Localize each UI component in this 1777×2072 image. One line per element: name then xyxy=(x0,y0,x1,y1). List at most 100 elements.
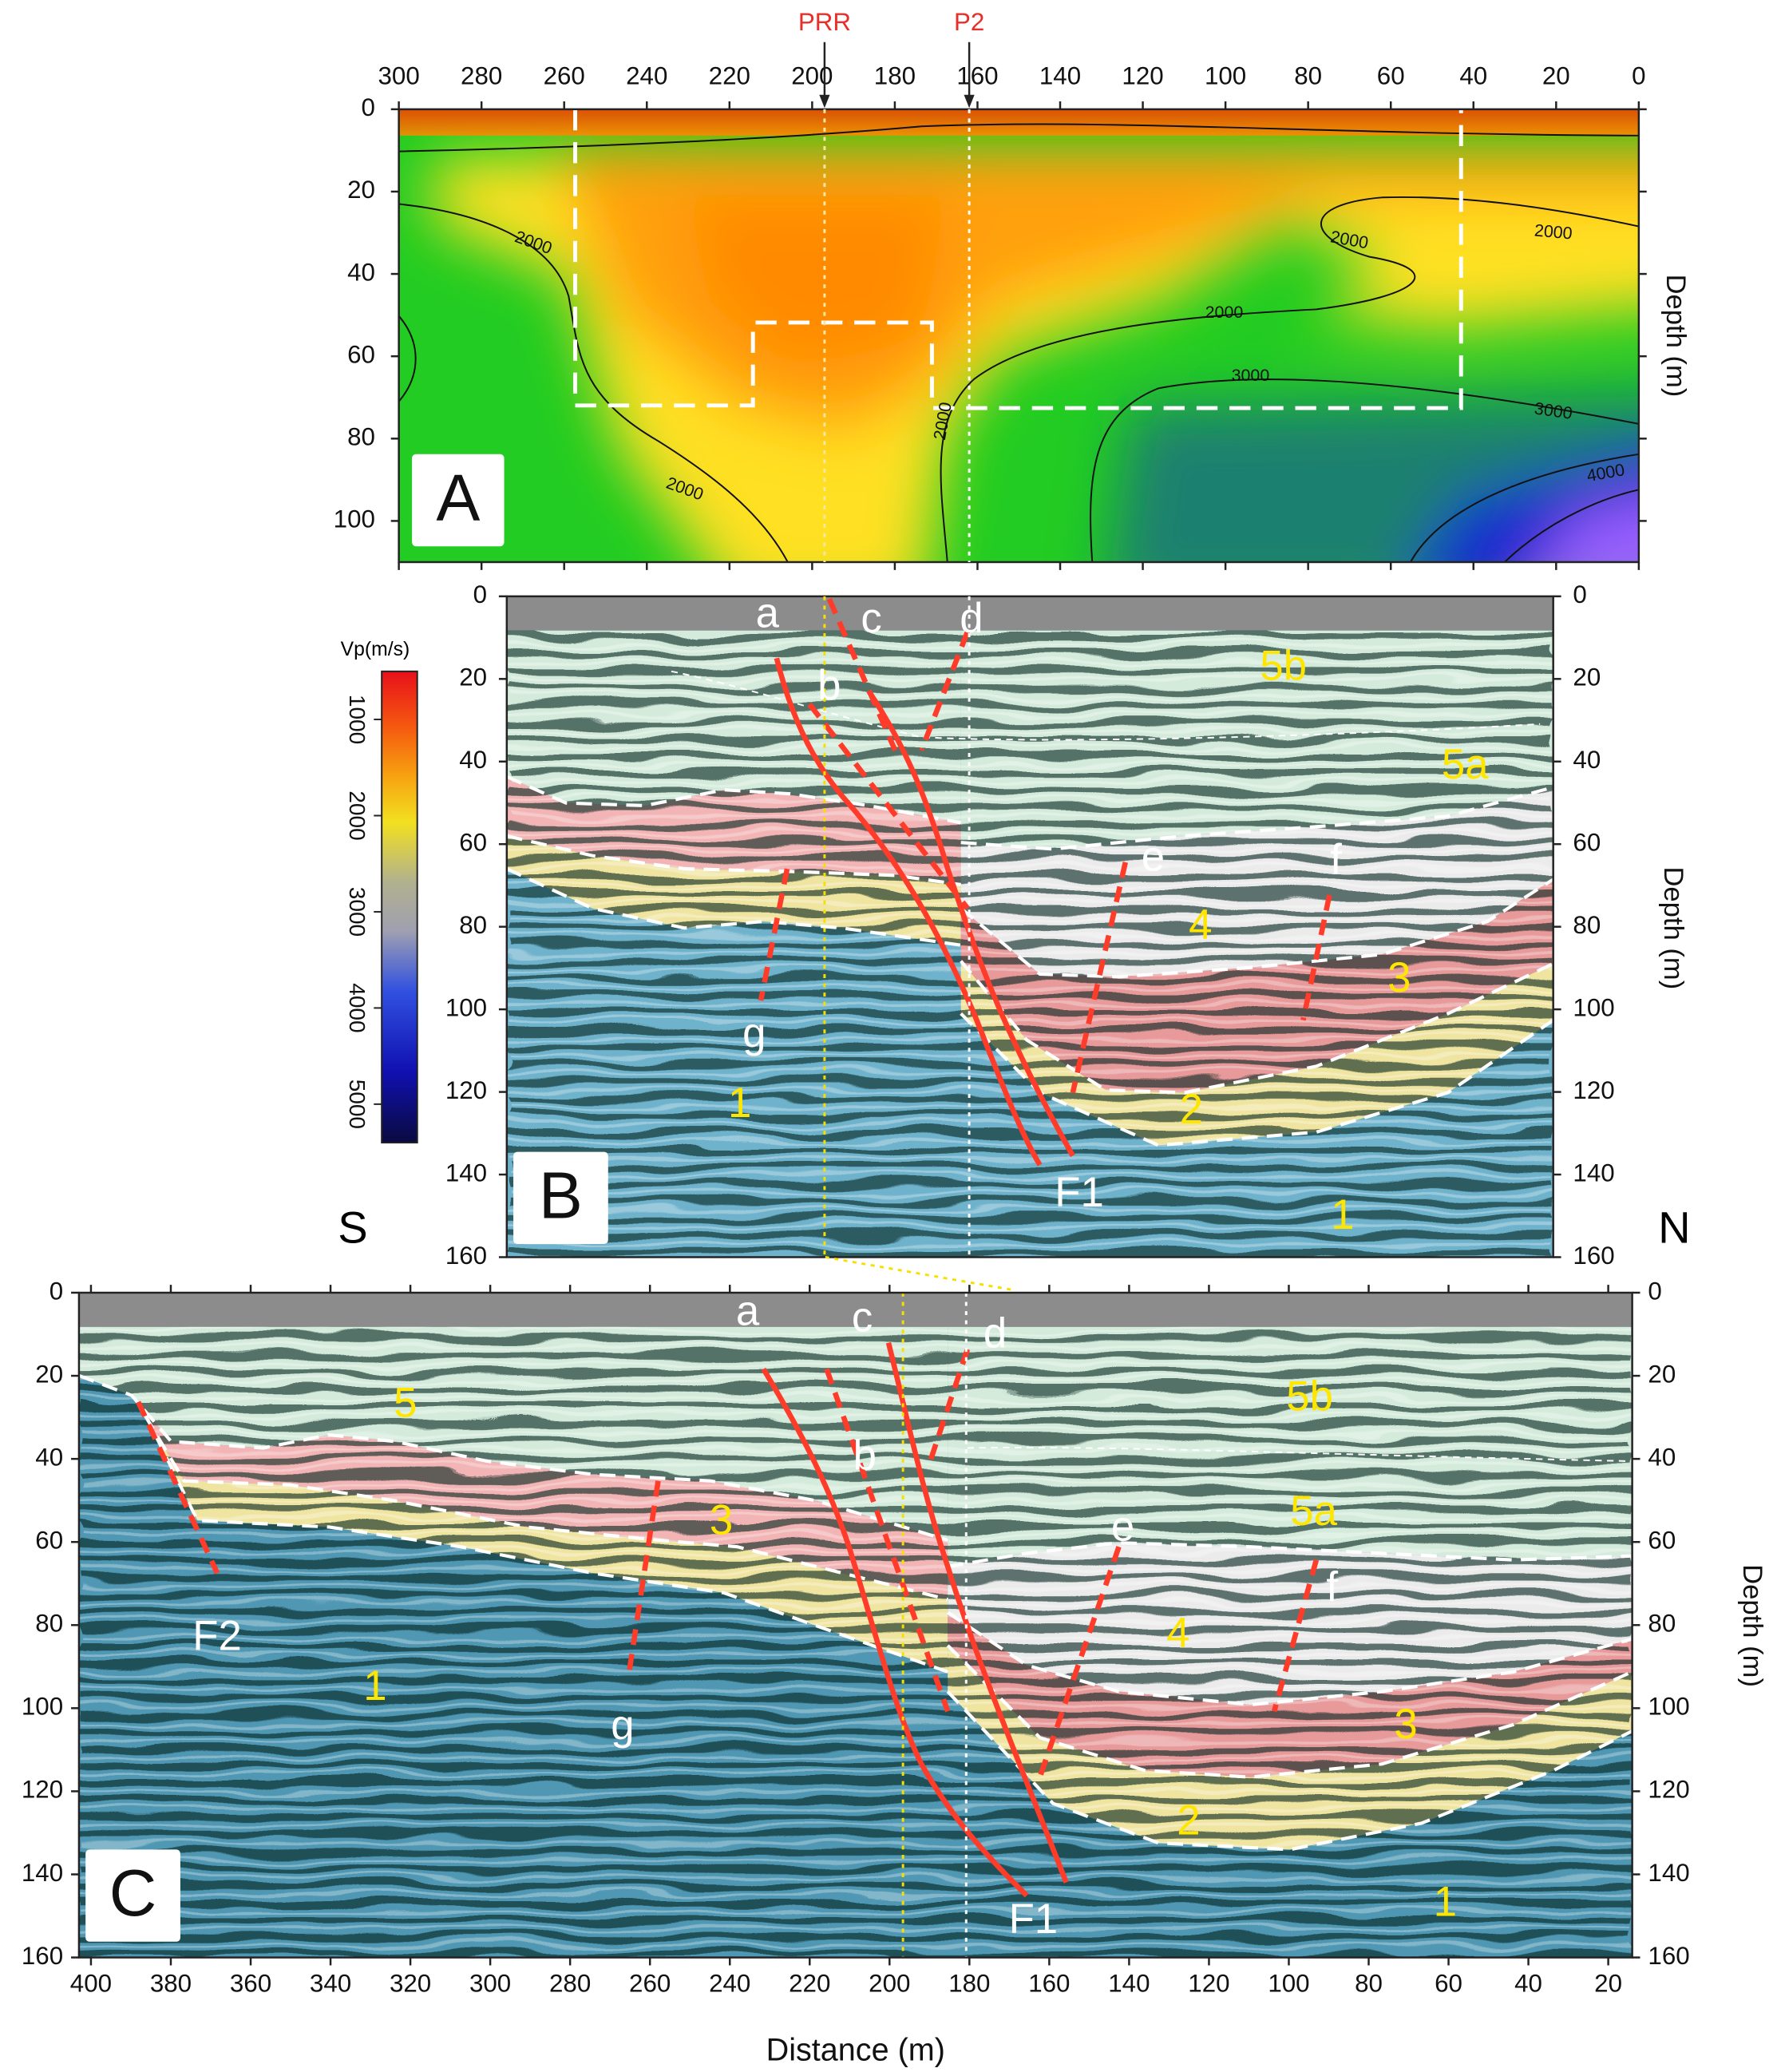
section-annotation: b xyxy=(853,1432,877,1480)
section-annotation: e xyxy=(1142,834,1165,881)
direction-label: S xyxy=(338,1202,367,1252)
section-annotation: 1 xyxy=(363,1662,386,1709)
section-annotation: F1 xyxy=(1009,1896,1059,1943)
marker-arrowhead xyxy=(819,94,830,109)
x-tick-label: 400 xyxy=(70,1969,112,1997)
y-tick-label: 40 xyxy=(1648,1443,1676,1471)
y-tick-label: 40 xyxy=(459,746,487,774)
x-tick-label: 60 xyxy=(1435,1969,1462,1997)
colorbar-tick-label: 2000 xyxy=(345,790,370,840)
section-annotation: d xyxy=(960,595,983,642)
y-tick-label: 0 xyxy=(473,580,487,608)
section-annotation: 2 xyxy=(1177,1797,1200,1844)
x-tick-label: 260 xyxy=(629,1969,671,1997)
x-tick-label: 180 xyxy=(874,62,916,90)
y-tick-label: 140 xyxy=(445,1159,487,1187)
colorbar-tick-label: 1000 xyxy=(345,695,370,744)
y-tick-label: 0 xyxy=(1573,580,1586,608)
y-tick-label: 140 xyxy=(22,1859,63,1887)
panel-label-box xyxy=(412,454,505,547)
tie-line xyxy=(825,1256,1014,1292)
contour-label: 3000 xyxy=(1232,366,1270,385)
y-axis-label: Depth (m) xyxy=(1737,1564,1767,1687)
y-tick-label: 60 xyxy=(35,1526,63,1554)
x-tick-label: 80 xyxy=(1294,62,1322,90)
panel-label-box xyxy=(85,1849,180,1942)
x-tick-label: 360 xyxy=(230,1969,271,1997)
x-tick-label: 160 xyxy=(1028,1969,1070,1997)
section-annotation: g xyxy=(742,1009,766,1056)
y-tick-label: 40 xyxy=(347,258,375,286)
x-tick-label: 120 xyxy=(1188,1969,1229,1997)
y-axis-label: Depth (m) xyxy=(1660,274,1691,397)
section-annotation: 3 xyxy=(710,1496,733,1543)
x-tick-label: 280 xyxy=(461,62,502,90)
x-tick-label: 200 xyxy=(869,1969,910,1997)
y-tick-label: 80 xyxy=(1573,911,1601,939)
y-tick-label: 160 xyxy=(445,1242,487,1270)
y-tick-label: 20 xyxy=(347,176,375,204)
section-annotation: f xyxy=(1330,836,1342,883)
y-tick-label: 160 xyxy=(1648,1942,1689,1970)
seismic-section xyxy=(506,596,1553,1258)
x-tick-label: 20 xyxy=(1594,1969,1622,1997)
x-tick-label: 40 xyxy=(1514,1969,1542,1997)
colorbar xyxy=(381,670,418,1144)
y-tick-label: 20 xyxy=(459,664,487,691)
contour-label: 2000 xyxy=(1534,220,1573,243)
y-tick-label: 40 xyxy=(1573,746,1601,774)
section-annotation: 2 xyxy=(1180,1086,1203,1133)
section-annotation: 3 xyxy=(1387,954,1411,1001)
y-tick-label: 100 xyxy=(445,993,487,1021)
y-tick-label: 80 xyxy=(35,1610,63,1638)
x-tick-label: 140 xyxy=(1108,1969,1150,1997)
section-annotation: 1 xyxy=(728,1080,751,1127)
section-annotation: 4 xyxy=(1189,901,1212,949)
marker-arrowhead xyxy=(964,94,975,109)
section-annotation: f xyxy=(1326,1564,1338,1611)
y-tick-label: 20 xyxy=(1648,1360,1676,1388)
section-annotation: 5 xyxy=(394,1380,417,1427)
x-tick-label: 140 xyxy=(1039,62,1081,90)
x-tick-label: 240 xyxy=(709,1969,750,1997)
panel-label: A xyxy=(436,462,480,535)
faults xyxy=(136,1341,1320,1898)
x-tick-label: 180 xyxy=(948,1969,990,1997)
section-annotation: a xyxy=(756,590,780,637)
x-tick-label: 240 xyxy=(626,62,667,90)
y-tick-label: 80 xyxy=(1648,1610,1676,1638)
section-annotation: 1 xyxy=(1434,1879,1457,1926)
panel-label: B xyxy=(539,1159,583,1232)
panel-label: C xyxy=(109,1856,157,1930)
colorbar-tick-label: 4000 xyxy=(345,983,370,1032)
x-tick-label: 200 xyxy=(791,62,833,90)
contour-label: 2000 xyxy=(1205,303,1244,322)
y-tick-label: 160 xyxy=(22,1942,63,1970)
x-axis-label: Distance (m) xyxy=(766,2033,945,2068)
section-annotation: e xyxy=(1111,1503,1134,1551)
y-tick-label: 120 xyxy=(1648,1776,1689,1804)
y-tick-label: 100 xyxy=(22,1693,63,1721)
x-tick-label: 100 xyxy=(1205,62,1246,90)
x-tick-label: 220 xyxy=(789,1969,830,1997)
panel-label-box xyxy=(513,1151,608,1244)
velocity-field xyxy=(398,109,1639,562)
section-annotation: 5a xyxy=(1442,741,1489,788)
y-tick-label: 0 xyxy=(362,93,375,121)
y-tick-label: 20 xyxy=(35,1360,63,1388)
y-tick-label: 160 xyxy=(1573,1242,1614,1270)
y-tick-label: 120 xyxy=(22,1776,63,1804)
section-annotation: c xyxy=(852,1294,873,1341)
y-tick-label: 80 xyxy=(347,423,375,451)
section-annotation: 5b xyxy=(1260,642,1307,689)
seismic-section xyxy=(78,1292,1633,1958)
x-tick-label: 60 xyxy=(1377,62,1405,90)
frame xyxy=(398,108,1640,564)
section-annotation: c xyxy=(861,595,881,642)
y-tick-label: 0 xyxy=(1648,1277,1661,1305)
x-tick-label: 120 xyxy=(1122,62,1163,90)
x-tick-label: 100 xyxy=(1268,1969,1309,1997)
x-tick-label: 280 xyxy=(549,1969,591,1997)
y-tick-label: 100 xyxy=(1648,1693,1689,1721)
